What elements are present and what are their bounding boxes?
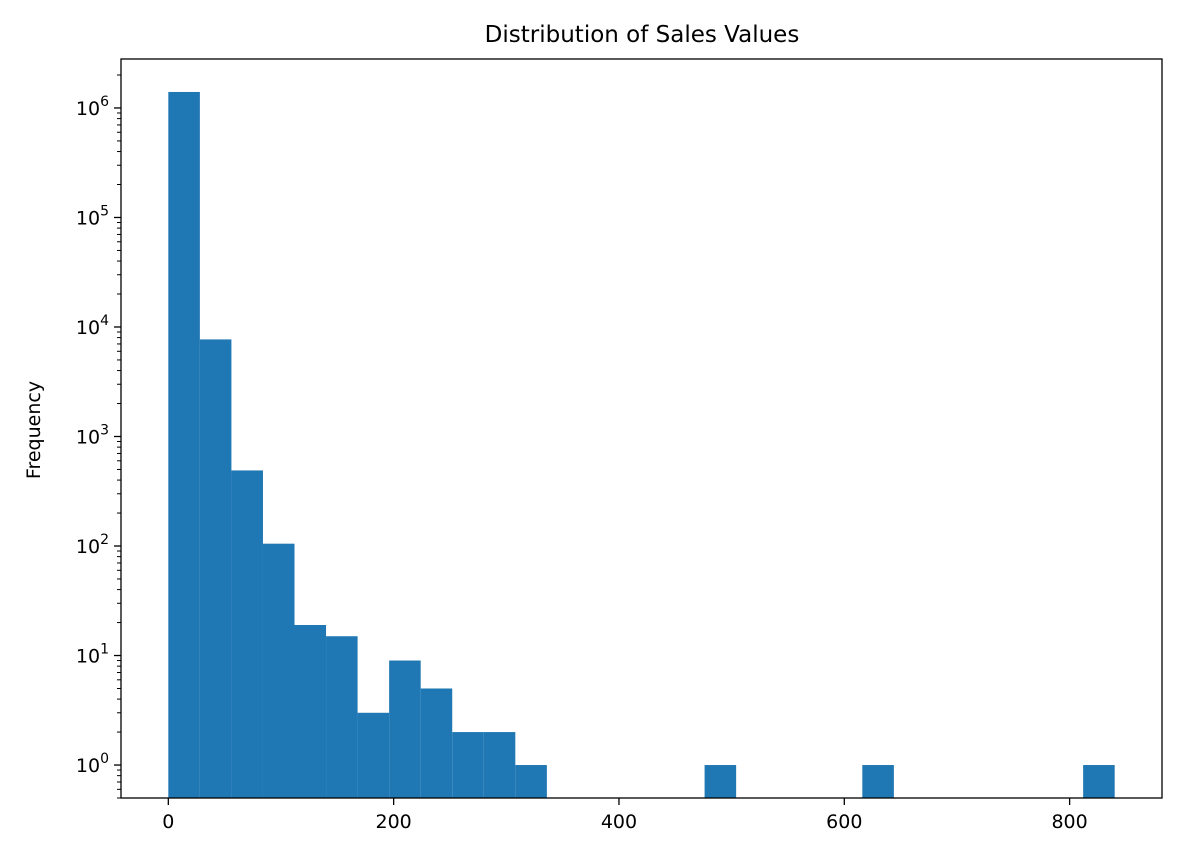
- y-tick-label-5: 105: [76, 203, 109, 229]
- x-axis-ticks: 0 200 400 600 800: [162, 798, 1088, 833]
- histogram-bar-6: [357, 712, 390, 798]
- x-tick-label-1: 200: [376, 811, 412, 833]
- histogram-bar-3: [262, 543, 295, 798]
- histogram-bar-0: [168, 91, 200, 799]
- x-tick-label-0: 0: [162, 811, 174, 833]
- chart-title: Distribution of Sales Values: [485, 22, 800, 48]
- y-tick-label-2: 102: [76, 532, 109, 558]
- x-tick-label-3: 600: [826, 811, 862, 833]
- y-tick-label-1: 101: [76, 642, 109, 668]
- histogram-bar-17: [704, 765, 737, 798]
- y-axis-label: Frequency: [23, 381, 45, 479]
- plot-area-frame: [120, 58, 1163, 799]
- histogram-bar-9: [452, 732, 484, 798]
- histogram-bar-1: [199, 339, 232, 798]
- y-tick-label-6: 106: [76, 94, 109, 120]
- histogram-bar-4: [294, 625, 327, 798]
- histogram-bar-2: [231, 470, 263, 798]
- y-axis-ticks: 100 101 102 103 104 105 106: [76, 94, 121, 777]
- histogram-bar-10: [483, 732, 516, 798]
- y-tick-label-0: 100: [76, 751, 109, 777]
- x-tick-label-2: 400: [601, 811, 637, 833]
- histogram-bars: [168, 91, 1115, 799]
- histogram-bar-8: [420, 688, 453, 798]
- histogram-bar-22: [862, 765, 894, 798]
- y-axis-minor-ticks: [117, 74, 121, 799]
- x-tick-label-4: 800: [1051, 811, 1087, 833]
- histogram-bar-7: [389, 660, 421, 798]
- y-tick-label-3: 103: [76, 423, 109, 449]
- histogram-bar-11: [515, 765, 547, 798]
- y-tick-label-4: 104: [76, 313, 109, 339]
- histogram-bar-29: [1083, 765, 1115, 798]
- histogram-bar-5: [326, 636, 358, 798]
